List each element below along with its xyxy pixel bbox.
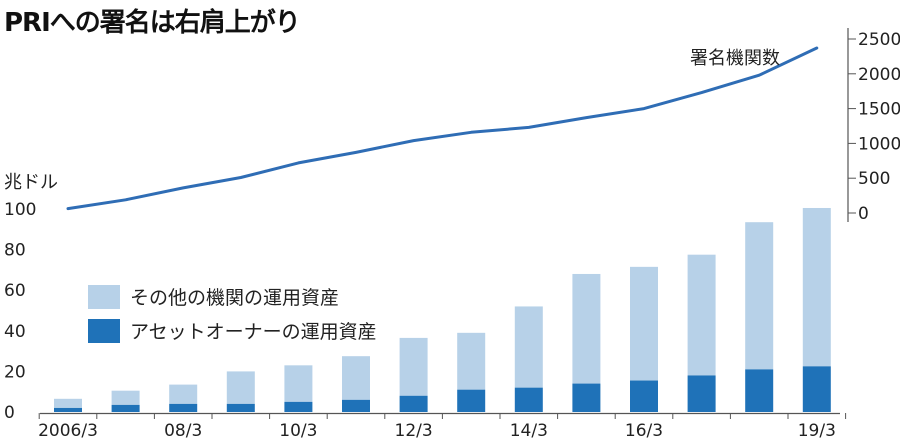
bar-other-assets [630, 266, 658, 381]
bar-other-assets [342, 356, 370, 400]
bar-other-assets [514, 306, 543, 388]
y-tick-label-left: 0 [4, 403, 15, 423]
bar-asset-owner [226, 403, 255, 412]
bar-asset-owner [514, 387, 543, 412]
bar-asset-owner [802, 366, 831, 412]
legend-swatch-asset-owner [88, 319, 120, 343]
y-tick-label-right: 1500 [858, 100, 900, 120]
bar-asset-owner [630, 380, 658, 412]
line-signatories [66, 46, 819, 211]
x-tick-label: 14/3 [510, 421, 548, 438]
y-tick-label-left: 60 [4, 281, 26, 301]
axis-layer: 0 20 40 60 80 100 兆ドル 2006/3 08/3 10/3 12/3 14/3 16/… [4, 28, 900, 438]
line-series-label: 署名機関数 [690, 48, 780, 69]
bars-layer [54, 207, 831, 412]
y-tick-label-right: 500 [858, 169, 890, 189]
bar-asset-owner [687, 375, 716, 412]
bar-asset-owner [284, 401, 313, 412]
x-tick-label: 16/3 [625, 421, 663, 438]
bar-asset-owner [572, 383, 601, 412]
bar-other-assets [111, 390, 140, 405]
x-tick-label: 10/3 [279, 421, 317, 438]
bar-other-assets [54, 398, 82, 408]
bar-asset-owner [457, 389, 486, 412]
x-tick-label: 08/3 [164, 421, 202, 438]
bar-other-assets [284, 365, 313, 402]
bar-asset-owner [342, 399, 370, 412]
bar-other-assets [457, 332, 486, 390]
y-tick-label-right: 1000 [858, 134, 900, 154]
y-tick-label-left: 20 [4, 362, 26, 382]
chart-title: PRIへの署名は右肩上がり [4, 8, 301, 38]
y-tick-label-left: 100 [4, 200, 36, 220]
x-tick-label: 2006/3 [38, 421, 98, 438]
bar-asset-owner [399, 395, 428, 412]
bar-asset-owner [54, 407, 82, 412]
x-tick-label: 12/3 [395, 421, 433, 438]
y-tick-label-left: 80 [4, 241, 26, 261]
bar-other-assets [169, 384, 198, 404]
bar-other-assets [399, 337, 428, 396]
bar-other-assets [226, 371, 255, 404]
bar-asset-owner [111, 404, 140, 412]
x-tick-label: 19/3 [798, 421, 836, 438]
bar-asset-owner [169, 403, 198, 412]
y-tick-label-right: 2000 [858, 65, 900, 85]
y-tick-label-left: 40 [4, 322, 26, 342]
y-axis-unit-label: 兆ドル [4, 172, 58, 193]
legend-swatch-other-assets [88, 285, 120, 309]
y-tick-label-right: 0 [858, 204, 869, 224]
legend-label-other-assets: その他の機関の運用資産 [130, 287, 339, 309]
y-tick-label-right: 2500 [858, 30, 900, 50]
bar-other-assets [687, 254, 716, 376]
legend-label-asset-owner: アセットオーナーの運用資産 [130, 321, 377, 343]
bar-other-assets [802, 207, 831, 367]
bar-other-assets [745, 222, 774, 370]
bar-other-assets [572, 273, 601, 384]
line-layer: 署名機関数 [66, 46, 819, 211]
bar-asset-owner [745, 369, 774, 412]
